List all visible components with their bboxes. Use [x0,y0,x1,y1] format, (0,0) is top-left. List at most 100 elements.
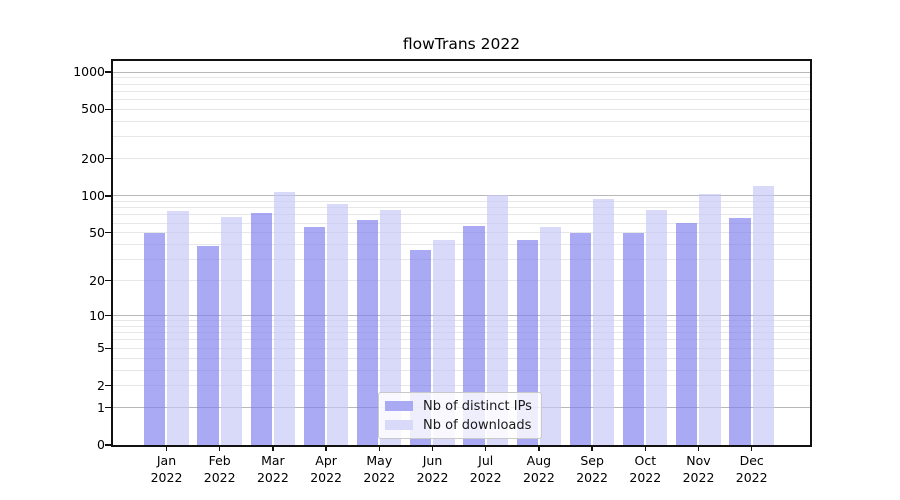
x-tick-year: 2022 [576,470,608,485]
gridline-minor [113,200,810,202]
bar-downloads [220,217,242,445]
bar-distinct-ips [356,219,379,445]
x-tick-month: Jun [422,453,443,468]
x-tick-mark [538,445,540,451]
gridline-minor [113,214,810,216]
x-tick-month: Nov [686,453,711,468]
y-tick-mark [105,231,111,234]
legend-item-downloads: Nb of downloads [385,418,535,433]
bar-distinct-ips [303,226,325,445]
x-tick-month: Jan [156,453,177,468]
x-tick-month: Feb [208,453,231,468]
gridline-minor [113,158,810,160]
y-tick-label: 200 [81,150,105,166]
x-tick-year: 2022 [203,470,236,485]
gridline-minor [113,77,810,79]
x-tick-label: Feb 2022 [188,452,252,486]
x-tick-mark [644,445,647,451]
x-tick-mark [218,445,221,451]
bar-distinct-ips [676,223,698,445]
y-tick-mark [105,347,111,350]
x-tick-label: Nov 2022 [667,452,731,486]
x-tick-mark [165,445,168,451]
x-tick-year: 2022 [363,470,396,485]
y-tick-mark [105,157,111,160]
x-tick-label: Sep 2022 [560,452,624,486]
gridline-minor [113,369,810,371]
gridline-minor [113,339,810,341]
bar-downloads [593,199,615,445]
y-tick-mark [105,195,111,197]
y-tick-label: 0 [97,437,105,452]
gridline-minor [113,232,810,234]
y-tick-label: 1000 [73,64,105,80]
x-tick-mark [591,445,593,451]
y-tick-mark [105,406,111,409]
x-tick-year: 2022 [416,470,449,485]
gridline-minor [113,99,810,101]
y-tick-label: 500 [81,101,105,117]
plot-inner [113,61,810,445]
x-tick-year: 2022 [522,470,555,485]
x-tick-mark [325,445,327,451]
x-tick-mark [750,445,753,451]
gridline-major [113,195,810,197]
x-tick-mark [272,445,274,451]
gridline-minor [113,90,810,92]
x-tick-month: Sep [580,453,604,468]
y-tick-mark [105,314,111,317]
chart-title: flowTrans 2022 [402,35,521,53]
gridline-major [113,315,810,317]
gridline-minor [113,83,810,85]
y-tick-label: 1 [97,399,105,415]
plot-area [111,59,812,447]
legend: Nb of distinct IPs Nb of downloads [378,392,542,439]
x-tick-label: Dec 2022 [720,452,784,486]
gridline-minor [113,120,810,122]
y-tick-mark [105,71,111,73]
y-tick-mark [105,108,111,111]
gridline-minor [113,136,810,138]
bar-distinct-ips [144,232,166,445]
bar-downloads [380,209,402,445]
x-tick-label: Jun 2022 [401,452,465,486]
gridline-minor [113,320,810,322]
y-tick-label: 50 [89,224,105,240]
gridline-minor [113,325,810,327]
bar-distinct-ips [250,213,272,445]
y-tick-label: 5 [97,340,105,356]
x-tick-month: Aug [526,453,552,468]
bar-downloads [539,226,562,445]
gridline-minor [113,108,810,110]
bar-downloads [327,203,349,445]
bar-distinct-ips [622,232,645,445]
gridline-minor [113,280,810,282]
y-tick-label: 100 [81,187,105,203]
y-tick-mark [105,279,111,282]
bar-distinct-ips [569,232,591,445]
gridline-minor [113,244,810,246]
x-tick-month: Mar [261,453,285,468]
legend-swatch-downloads [385,419,413,431]
x-tick-mark [484,445,487,451]
legend-swatch-distinct-ips [385,400,413,412]
gridline-major [113,71,810,73]
x-tick-year: 2022 [469,470,502,485]
x-tick-month: May [366,453,393,468]
x-tick-month: Dec [739,453,764,468]
gridline-minor [113,207,810,209]
x-tick-year: 2022 [629,470,662,485]
gridline-minor [113,222,810,224]
x-tick-month: Apr [315,453,337,468]
x-tick-mark [378,445,381,451]
x-tick-year: 2022 [256,470,289,485]
x-tick-month: Jul [478,453,494,468]
x-tick-mark [697,445,700,451]
x-tick-label: Aug 2022 [507,452,571,486]
bar-downloads [752,186,774,445]
legend-label-downloads: Nb of downloads [423,417,532,433]
bar-distinct-ips [463,225,485,445]
x-tick-label: May 2022 [347,452,411,486]
x-tick-label: Oct 2022 [613,452,677,486]
gridline-minor [113,385,810,387]
